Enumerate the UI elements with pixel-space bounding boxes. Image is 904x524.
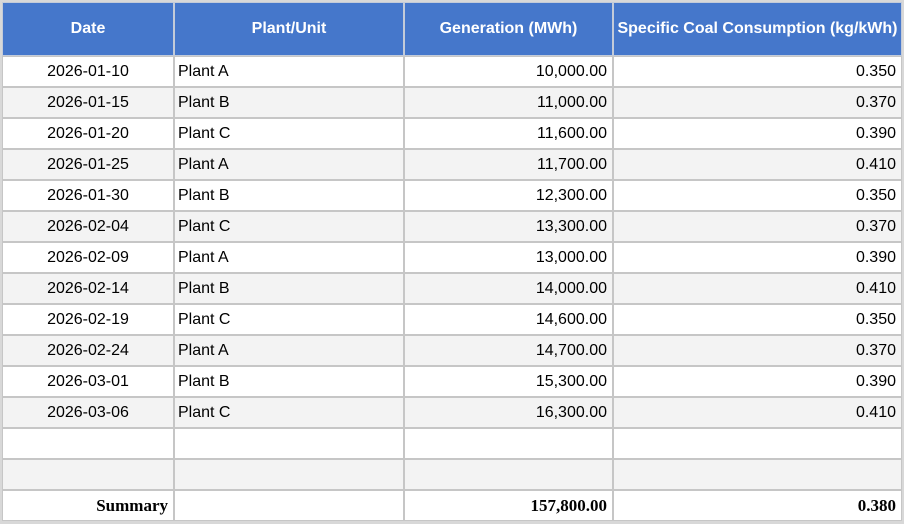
col-header-generation[interactable]: Generation (MWh) — [404, 2, 613, 56]
cell-plant[interactable]: Plant B — [174, 366, 404, 397]
summary-plant-cell[interactable] — [174, 490, 404, 521]
cell-generation[interactable] — [404, 428, 613, 459]
cell-scc[interactable]: 0.390 — [613, 242, 902, 273]
cell-date[interactable]: 2026-01-20 — [2, 118, 174, 149]
table-body: 2026-01-10 Plant A 10,000.00 0.350 2026-… — [2, 56, 902, 521]
table-header: Date Plant/Unit Generation (MWh) Specifi… — [2, 2, 902, 56]
table-row: 2026-01-10 Plant A 10,000.00 0.350 — [2, 56, 902, 87]
cell-generation[interactable]: 14,000.00 — [404, 273, 613, 304]
summary-row: Summary 157,800.00 0.380 — [2, 490, 902, 521]
header-row: Date Plant/Unit Generation (MWh) Specifi… — [2, 2, 902, 56]
cell-generation[interactable]: 15,300.00 — [404, 366, 613, 397]
cell-scc[interactable]: 0.350 — [613, 304, 902, 335]
cell-plant[interactable] — [174, 428, 404, 459]
cell-scc[interactable]: 0.390 — [613, 118, 902, 149]
cell-date[interactable]: 2026-01-25 — [2, 149, 174, 180]
cell-plant[interactable]: Plant A — [174, 242, 404, 273]
table-row: 2026-02-19 Plant C 14,600.00 0.350 — [2, 304, 902, 335]
table-row: 2026-03-01 Plant B 15,300.00 0.390 — [2, 366, 902, 397]
cell-date[interactable]: 2026-02-14 — [2, 273, 174, 304]
cell-date[interactable]: 2026-02-24 — [2, 335, 174, 366]
cell-plant[interactable]: Plant C — [174, 211, 404, 242]
cell-scc[interactable]: 0.370 — [613, 87, 902, 118]
cell-generation[interactable]: 13,300.00 — [404, 211, 613, 242]
cell-date[interactable] — [2, 459, 174, 490]
cell-scc[interactable]: 0.390 — [613, 366, 902, 397]
cell-plant[interactable]: Plant B — [174, 180, 404, 211]
cell-date[interactable]: 2026-01-10 — [2, 56, 174, 87]
cell-scc[interactable]: 0.350 — [613, 56, 902, 87]
col-header-date[interactable]: Date — [2, 2, 174, 56]
cell-date[interactable]: 2026-02-19 — [2, 304, 174, 335]
table-row: 2026-02-24 Plant A 14,700.00 0.370 — [2, 335, 902, 366]
cell-plant[interactable]: Plant A — [174, 335, 404, 366]
cell-plant[interactable] — [174, 459, 404, 490]
table-row-empty — [2, 428, 902, 459]
cell-date[interactable]: 2026-03-01 — [2, 366, 174, 397]
cell-generation[interactable]: 11,600.00 — [404, 118, 613, 149]
table-row: 2026-02-04 Plant C 13,300.00 0.370 — [2, 211, 902, 242]
cell-scc[interactable]: 0.410 — [613, 149, 902, 180]
col-header-specific-coal-consumption[interactable]: Specific Coal Consumption (kg/kWh) — [613, 2, 902, 56]
cell-scc[interactable]: 0.350 — [613, 180, 902, 211]
cell-generation[interactable] — [404, 459, 613, 490]
cell-plant[interactable]: Plant C — [174, 304, 404, 335]
table-row: 2026-03-06 Plant C 16,300.00 0.410 — [2, 397, 902, 428]
table-row: 2026-01-20 Plant C 11,600.00 0.390 — [2, 118, 902, 149]
cell-scc[interactable] — [613, 459, 902, 490]
summary-generation-cell[interactable]: 157,800.00 — [404, 490, 613, 521]
cell-date[interactable]: 2026-01-15 — [2, 87, 174, 118]
cell-generation[interactable]: 13,000.00 — [404, 242, 613, 273]
summary-scc-cell[interactable]: 0.380 — [613, 490, 902, 521]
cell-scc[interactable]: 0.370 — [613, 335, 902, 366]
cell-date[interactable] — [2, 428, 174, 459]
cell-generation[interactable]: 11,700.00 — [404, 149, 613, 180]
cell-plant[interactable]: Plant A — [174, 56, 404, 87]
col-header-plant-unit[interactable]: Plant/Unit — [174, 2, 404, 56]
cell-generation[interactable]: 14,700.00 — [404, 335, 613, 366]
cell-date[interactable]: 2026-01-30 — [2, 180, 174, 211]
cell-plant[interactable]: Plant B — [174, 87, 404, 118]
cell-plant[interactable]: Plant C — [174, 118, 404, 149]
cell-scc[interactable]: 0.410 — [613, 397, 902, 428]
cell-date[interactable]: 2026-02-04 — [2, 211, 174, 242]
cell-generation[interactable]: 14,600.00 — [404, 304, 613, 335]
cell-generation[interactable]: 16,300.00 — [404, 397, 613, 428]
cell-scc[interactable] — [613, 428, 902, 459]
table-row: 2026-02-14 Plant B 14,000.00 0.410 — [2, 273, 902, 304]
table-row-empty — [2, 459, 902, 490]
cell-date[interactable]: 2026-02-09 — [2, 242, 174, 273]
cell-date[interactable]: 2026-03-06 — [2, 397, 174, 428]
table-row: 2026-01-15 Plant B 11,000.00 0.370 — [2, 87, 902, 118]
cell-generation[interactable]: 10,000.00 — [404, 56, 613, 87]
cell-plant[interactable]: Plant C — [174, 397, 404, 428]
table-row: 2026-02-09 Plant A 13,000.00 0.390 — [2, 242, 902, 273]
cell-generation[interactable]: 11,000.00 — [404, 87, 613, 118]
summary-label-cell[interactable]: Summary — [2, 490, 174, 521]
cell-generation[interactable]: 12,300.00 — [404, 180, 613, 211]
table-row: 2026-01-30 Plant B 12,300.00 0.350 — [2, 180, 902, 211]
cell-plant[interactable]: Plant B — [174, 273, 404, 304]
table-row: 2026-01-25 Plant A 11,700.00 0.410 — [2, 149, 902, 180]
cell-scc[interactable]: 0.410 — [613, 273, 902, 304]
cell-plant[interactable]: Plant A — [174, 149, 404, 180]
cell-scc[interactable]: 0.370 — [613, 211, 902, 242]
